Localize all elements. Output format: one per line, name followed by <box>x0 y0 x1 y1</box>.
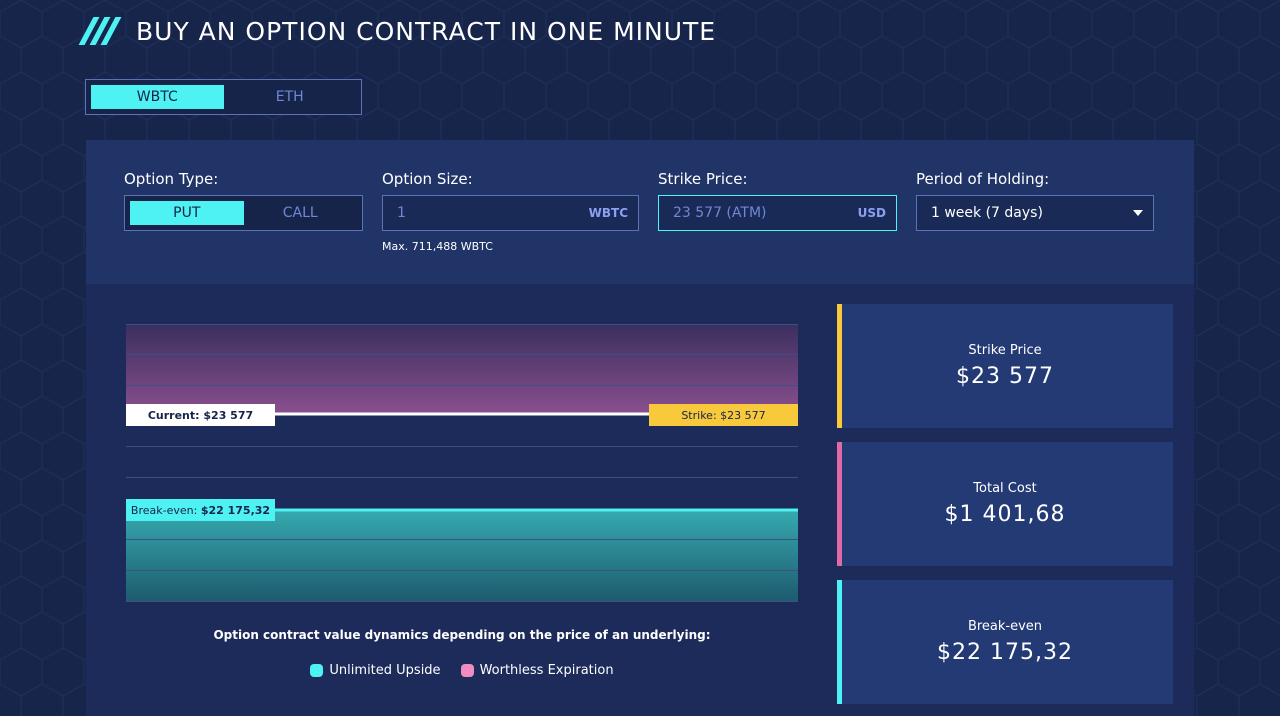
asset-option-wbtc[interactable]: WBTC <box>91 85 224 109</box>
strike-price-value: 23 577 (ATM) <box>673 205 767 221</box>
option-type-toggle: PUT CALL <box>124 195 363 231</box>
page-header: BUY AN OPTION CONTRACT IN ONE MINUTE <box>78 14 717 48</box>
card-accent-bar <box>837 304 842 428</box>
option-size-input[interactable]: 1 WBTC <box>382 195 639 231</box>
option-type-put[interactable]: PUT <box>130 201 244 225</box>
strike-price-flag: Strike: $23 577 <box>649 404 798 426</box>
chevron-down-icon <box>1133 210 1143 216</box>
asset-toggle: WBTC ETH <box>85 79 362 115</box>
slashes-icon <box>78 17 122 45</box>
option-size-label: Option Size: <box>382 170 473 188</box>
legend-label-worthless: Worthless Expiration <box>479 663 614 678</box>
current-price-value: $23 577 <box>203 408 254 422</box>
upside-area <box>126 510 798 602</box>
stat-label: Total Cost <box>973 481 1037 496</box>
breakeven-flag-value: $22 175,32 <box>200 503 271 517</box>
card-accent-bar <box>837 442 842 566</box>
stat-value: $22 175,32 <box>937 640 1073 665</box>
stat-value: $23 577 <box>956 364 1054 389</box>
total-cost-card: Total Cost $1 401,68 <box>837 442 1173 566</box>
chart-gridlines <box>126 324 798 602</box>
strike-price-label: Strike Price: <box>658 170 748 188</box>
worthless-area <box>126 324 798 414</box>
stat-label: Break-even <box>967 619 1043 634</box>
stat-value: $1 401,68 <box>944 502 1066 527</box>
breakeven-flag: Break-even: $22 175,32 <box>126 499 275 521</box>
strike-flag-value: $23 577 <box>720 408 766 422</box>
current-price-label: Current: <box>147 408 200 422</box>
legend-dot-upside <box>310 664 324 677</box>
card-accent-bar <box>837 580 842 704</box>
chart-legend: Unlimited Upside Worthless Expiration <box>126 663 798 678</box>
stat-label: Strike Price <box>968 343 1042 358</box>
legend-dot-worthless <box>460 664 474 677</box>
strike-price-input[interactable]: 23 577 (ATM) USD <box>658 195 897 231</box>
option-size-value: 1 <box>397 205 406 221</box>
option-size-max-note: Max. 711,488 WBTC <box>382 240 493 253</box>
breakeven-flag-label: Break-even: <box>130 503 198 517</box>
strike-price-unit: USD <box>857 206 886 220</box>
page-title: BUY AN OPTION CONTRACT IN ONE MINUTE <box>136 16 717 46</box>
option-type-label: Option Type: <box>124 170 219 188</box>
legend-label-upside: Unlimited Upside <box>329 663 441 678</box>
current-price-flag: Current: $23 577 <box>126 404 275 426</box>
legend-item-worthless: Worthless Expiration <box>460 663 614 678</box>
value-dynamics-chart: Current: $23 577 Strike: $23 577 Break-e… <box>126 324 798 604</box>
period-select[interactable]: 1 week (7 days) <box>916 195 1154 231</box>
strike-flag-label: Strike: <box>681 408 717 422</box>
period-value: 1 week (7 days) <box>931 205 1043 221</box>
chart-svg <box>126 324 798 602</box>
breakeven-card: Break-even $22 175,32 <box>837 580 1173 704</box>
legend-item-upside: Unlimited Upside <box>310 663 441 678</box>
strike-price-card: Strike Price $23 577 <box>837 304 1173 428</box>
chart-caption: Option contract value dynamics depending… <box>213 628 711 642</box>
asset-option-eth[interactable]: ETH <box>275 89 304 105</box>
option-type-call[interactable]: CALL <box>282 205 318 221</box>
period-label: Period of Holding: <box>916 170 1050 188</box>
option-size-unit: WBTC <box>588 206 628 220</box>
